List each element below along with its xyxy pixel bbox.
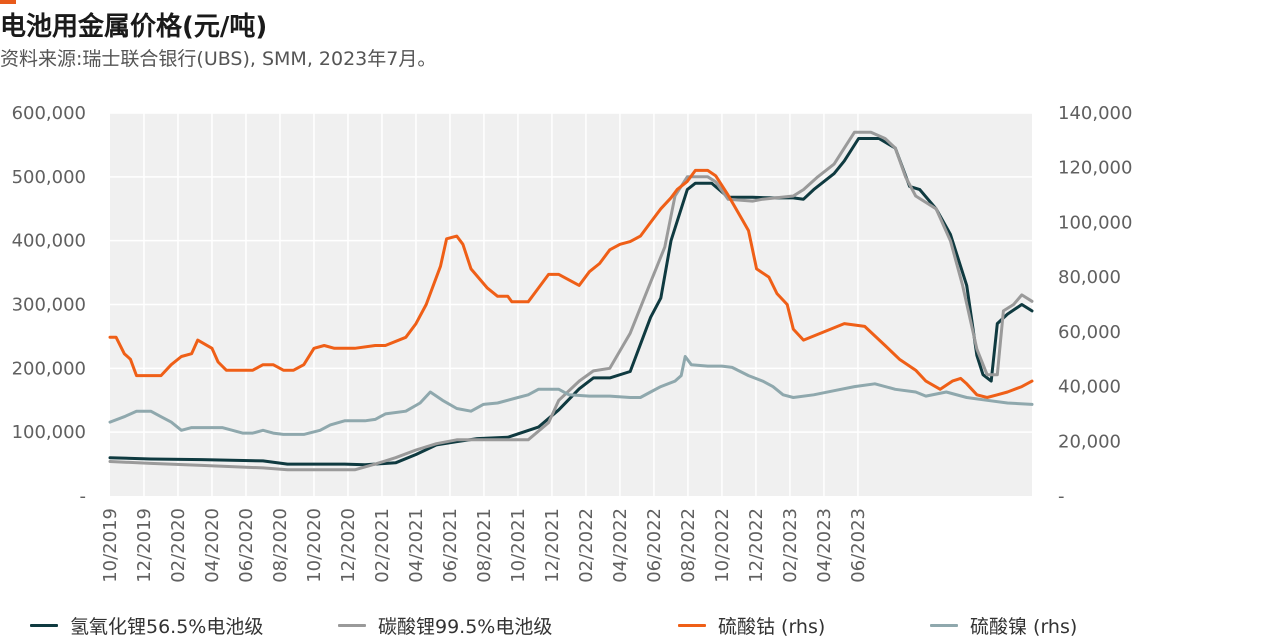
series-line-4 xyxy=(108,355,1034,436)
legend-item: 硫酸钴 (rhs) xyxy=(678,612,825,638)
series-line-3 xyxy=(108,168,1034,399)
x-tick-label: 04/2023 xyxy=(814,508,835,583)
x-tick-label: 08/2022 xyxy=(678,508,699,583)
legend-item: 硫酸镍 (rhs) xyxy=(930,612,1077,638)
x-tick-label: 06/2023 xyxy=(848,508,869,583)
x-tick-label: 12/2021 xyxy=(542,508,563,583)
x-tick-label: 06/2022 xyxy=(644,508,665,583)
x-tick-label: 10/2021 xyxy=(508,508,529,583)
x-tick-label: 06/2021 xyxy=(440,508,461,583)
y-right-tick-label: 140,000 xyxy=(1058,103,1132,124)
y-left-tick-label: 400,000 xyxy=(12,231,86,252)
y-left-tick-label: 200,000 xyxy=(12,358,86,379)
x-tick-label: 10/2022 xyxy=(712,508,733,583)
x-tick-label: 12/2019 xyxy=(134,508,155,583)
series-line-2 xyxy=(108,130,1034,472)
chart-subtitle: 资料来源:瑞士联合银行(UBS), SMM, 2023年7月。 xyxy=(0,48,437,70)
legend-label: 氢氧化锂56.5%电池级 xyxy=(70,615,264,638)
battery-metal-price-chart: - 100,000 200,000 300,000 400,000 500,000 600,… xyxy=(12,103,1133,583)
x-tick-label: 04/2022 xyxy=(610,508,631,583)
y-left-tick-label: 500,000 xyxy=(12,167,86,188)
y-left-tick-label: 100,000 xyxy=(12,422,86,443)
x-tick-label: 06/2020 xyxy=(236,508,257,583)
x-tick-label: 08/2021 xyxy=(474,508,495,583)
x-tick-label: 02/2021 xyxy=(372,508,393,583)
series-line-1 xyxy=(108,137,1034,467)
x-tick-label: 08/2020 xyxy=(270,508,291,583)
y-right-tick-label: 40,000 xyxy=(1058,377,1121,398)
x-tick-label: 10/2020 xyxy=(304,508,325,583)
y-left-tick-label: 600,000 xyxy=(12,103,86,124)
y-right-tick-label: 100,000 xyxy=(1058,212,1132,233)
legend-item: 氢氧化锂56.5%电池级 xyxy=(30,612,263,638)
y-right-tick-label: 20,000 xyxy=(1058,431,1121,452)
accent-bar xyxy=(0,0,16,4)
x-tick-label: 04/2021 xyxy=(406,508,427,583)
legend-label: 碳酸锂99.5%电池级 xyxy=(378,615,553,638)
y-left-tick-label: - xyxy=(80,486,87,507)
y-right-tick-label: - xyxy=(1058,486,1065,507)
x-tick-label: 02/2022 xyxy=(576,508,597,583)
legend-swatch xyxy=(30,623,58,627)
legend-swatch xyxy=(338,623,366,627)
y-right-tick-label: 60,000 xyxy=(1058,322,1121,343)
legend-swatch xyxy=(678,623,706,627)
chart-title: 电池用金属价格(元/吨) xyxy=(0,12,268,42)
x-tick-label: 12/2022 xyxy=(746,508,767,583)
y-left-tick-label: 300,000 xyxy=(12,295,86,316)
legend-swatch xyxy=(930,623,958,627)
legend-label: 硫酸镍 (rhs) xyxy=(970,615,1078,638)
y-right-tick-label: 120,000 xyxy=(1058,158,1132,179)
legend-item: 碳酸锂99.5%电池级 xyxy=(338,612,552,638)
x-tick-label: 10/2019 xyxy=(100,508,121,583)
x-tick-label: 12/2020 xyxy=(338,508,359,583)
x-tick-label: 04/2020 xyxy=(202,508,223,583)
chart-legend: 氢氧化锂56.5%电池级 碳酸锂99.5%电池级 硫酸钴 (rhs) 硫酸镍 (rhs… xyxy=(0,606,1263,640)
y-right-tick-label: 80,000 xyxy=(1058,267,1121,288)
x-tick-label: 02/2020 xyxy=(168,508,189,583)
legend-label: 硫酸钴 (rhs) xyxy=(718,615,826,638)
x-tick-label: 02/2023 xyxy=(780,508,801,583)
